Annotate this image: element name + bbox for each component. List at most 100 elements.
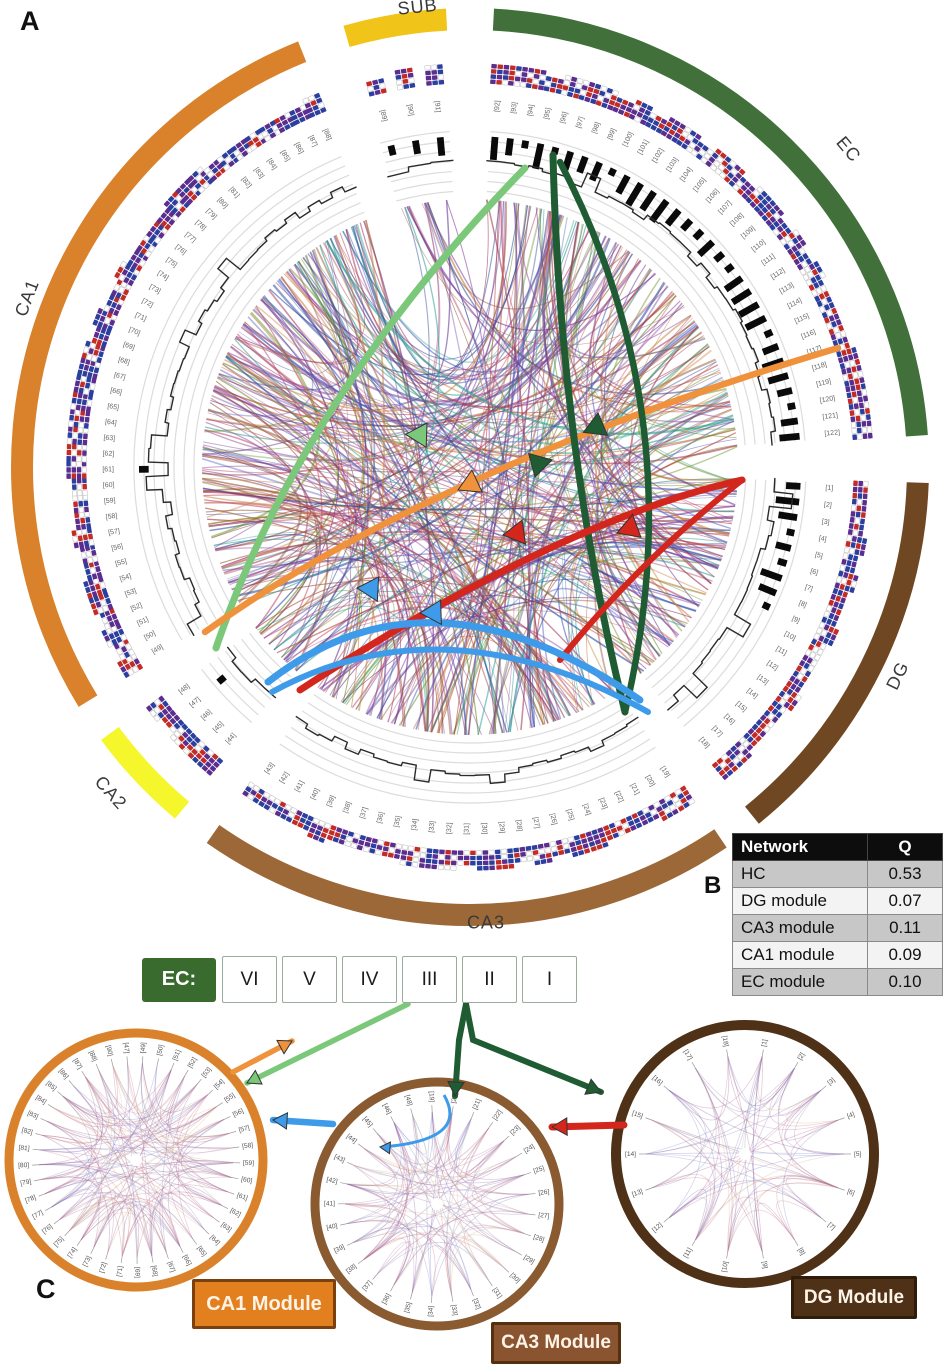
svg-text:[86]: [86] bbox=[57, 1068, 70, 1081]
svg-text:[66]: [66] bbox=[110, 387, 123, 396]
svg-text:[102]: [102] bbox=[651, 147, 665, 164]
cell-network: CA1 module bbox=[733, 942, 868, 969]
svg-text:[57]: [57] bbox=[108, 528, 121, 537]
svg-text:[113]: [113] bbox=[778, 282, 795, 296]
svg-text:[92]: [92] bbox=[494, 100, 502, 112]
svg-text:[41]: [41] bbox=[294, 780, 306, 794]
svg-text:[80]: [80] bbox=[18, 1162, 29, 1170]
svg-text:[87]: [87] bbox=[307, 134, 318, 148]
svg-text:[53]: [53] bbox=[124, 588, 137, 599]
svg-text:[37]: [37] bbox=[361, 1279, 374, 1292]
svg-text:[16]: [16] bbox=[651, 1074, 664, 1087]
svg-text:[11]: [11] bbox=[682, 1247, 693, 1260]
svg-text:[19]: [19] bbox=[659, 765, 671, 779]
svg-text:[3]: [3] bbox=[826, 1077, 836, 1087]
module-circle-dg: [1][2][3][4][5][6][7][8][9][10][11][12][… bbox=[616, 1025, 874, 1283]
svg-text:[48]: [48] bbox=[178, 683, 192, 696]
svg-text:[39]: [39] bbox=[333, 1244, 346, 1255]
svg-text:[63]: [63] bbox=[220, 1221, 233, 1233]
ca1-module-badge: CA1 Module bbox=[192, 1279, 336, 1329]
svg-text:[37]: [37] bbox=[359, 806, 369, 819]
svg-text:[86]: [86] bbox=[293, 142, 305, 156]
svg-text:[52]: [52] bbox=[187, 1056, 199, 1069]
svg-text:[8]: [8] bbox=[798, 600, 808, 609]
svg-text:[115]: [115] bbox=[794, 313, 811, 326]
svg-text:[39]: [39] bbox=[326, 794, 337, 808]
dg-module-badge: DG Module bbox=[791, 1276, 917, 1319]
svg-text:[6]: [6] bbox=[846, 1188, 855, 1197]
svg-text:[23]: [23] bbox=[597, 797, 608, 810]
svg-text:[68]: [68] bbox=[150, 1265, 159, 1277]
svg-text:[90]: [90] bbox=[406, 104, 415, 117]
svg-text:[99]: [99] bbox=[607, 127, 618, 141]
svg-text:[79]: [79] bbox=[20, 1178, 32, 1187]
svg-text:[34]: [34] bbox=[411, 818, 420, 831]
svg-text:[38]: [38] bbox=[342, 801, 353, 814]
cell-network: EC module bbox=[733, 969, 868, 996]
svg-text:[122]: [122] bbox=[824, 429, 840, 437]
svg-text:[85]: [85] bbox=[45, 1080, 58, 1093]
svg-text:[53]: [53] bbox=[201, 1066, 213, 1079]
svg-text:[110]: [110] bbox=[751, 239, 767, 254]
svg-text:[88]: [88] bbox=[87, 1050, 98, 1063]
segment-arc-sub bbox=[347, 20, 447, 37]
svg-text:[108]: [108] bbox=[729, 212, 745, 228]
ec-layer-iii: III bbox=[402, 956, 457, 1003]
svg-text:[40]: [40] bbox=[310, 787, 321, 801]
svg-text:[43]: [43] bbox=[333, 1153, 346, 1164]
ec-layer-vi: VI bbox=[222, 956, 277, 1003]
svg-text:[67]: [67] bbox=[113, 372, 126, 382]
panel-b-label: B bbox=[704, 872, 721, 900]
svg-text:[50]: [50] bbox=[156, 1044, 165, 1056]
svg-text:[25]: [25] bbox=[565, 808, 575, 821]
svg-text:[107]: [107] bbox=[717, 200, 733, 216]
svg-text:[32]: [32] bbox=[471, 1298, 482, 1311]
svg-text:[52]: [52] bbox=[130, 602, 144, 613]
svg-text:[6]: [6] bbox=[809, 568, 819, 577]
svg-text:[51]: [51] bbox=[136, 616, 150, 627]
cell-network: DG module bbox=[733, 888, 868, 915]
svg-text:[31]: [31] bbox=[491, 1287, 503, 1300]
segment-label-ca3: CA3 bbox=[467, 912, 505, 932]
svg-text:[28]: [28] bbox=[532, 1234, 545, 1244]
svg-text:[54]: [54] bbox=[119, 573, 132, 583]
svg-text:[118]: [118] bbox=[811, 361, 827, 372]
svg-text:[1]: [1] bbox=[825, 485, 833, 492]
svg-text:[70]: [70] bbox=[128, 326, 141, 337]
svg-text:[41]: [41] bbox=[324, 1201, 335, 1208]
svg-text:[48]: [48] bbox=[403, 1094, 413, 1107]
svg-text:[75]: [75] bbox=[165, 257, 179, 269]
svg-text:[89]: [89] bbox=[378, 109, 388, 122]
svg-text:[111]: [111] bbox=[761, 253, 777, 267]
svg-text:[51]: [51] bbox=[172, 1049, 183, 1062]
table-header-row: Network Q bbox=[733, 834, 943, 861]
svg-text:[22]: [22] bbox=[492, 1109, 504, 1122]
svg-text:[10]: [10] bbox=[783, 631, 797, 643]
svg-text:[30]: [30] bbox=[480, 823, 487, 835]
svg-text:[42]: [42] bbox=[326, 1176, 338, 1185]
svg-text:[81]: [81] bbox=[228, 186, 241, 199]
svg-text:[29]: [29] bbox=[497, 821, 505, 833]
svg-text:[46]: [46] bbox=[381, 1103, 392, 1116]
connectivity-glyph-ring bbox=[66, 64, 872, 871]
svg-text:[87]: [87] bbox=[71, 1058, 83, 1071]
svg-text:[80]: [80] bbox=[216, 197, 229, 210]
svg-text:[71]: [71] bbox=[134, 312, 148, 323]
svg-text:[94]: [94] bbox=[527, 104, 536, 117]
svg-text:[12]: [12] bbox=[651, 1221, 664, 1234]
svg-text:[25]: [25] bbox=[533, 1165, 546, 1175]
svg-text:[35]: [35] bbox=[403, 1301, 413, 1314]
svg-text:[15]: [15] bbox=[734, 700, 747, 713]
svg-text:[83]: [83] bbox=[26, 1110, 39, 1121]
svg-text:[61]: [61] bbox=[236, 1192, 249, 1202]
panel-c-label: C bbox=[36, 1274, 56, 1305]
svg-text:[45]: [45] bbox=[361, 1116, 374, 1129]
svg-text:[5]: [5] bbox=[854, 1151, 861, 1158]
svg-text:[101]: [101] bbox=[637, 139, 651, 156]
svg-text:[64]: [64] bbox=[105, 419, 118, 427]
ec-layer-iv: IV bbox=[342, 956, 397, 1003]
